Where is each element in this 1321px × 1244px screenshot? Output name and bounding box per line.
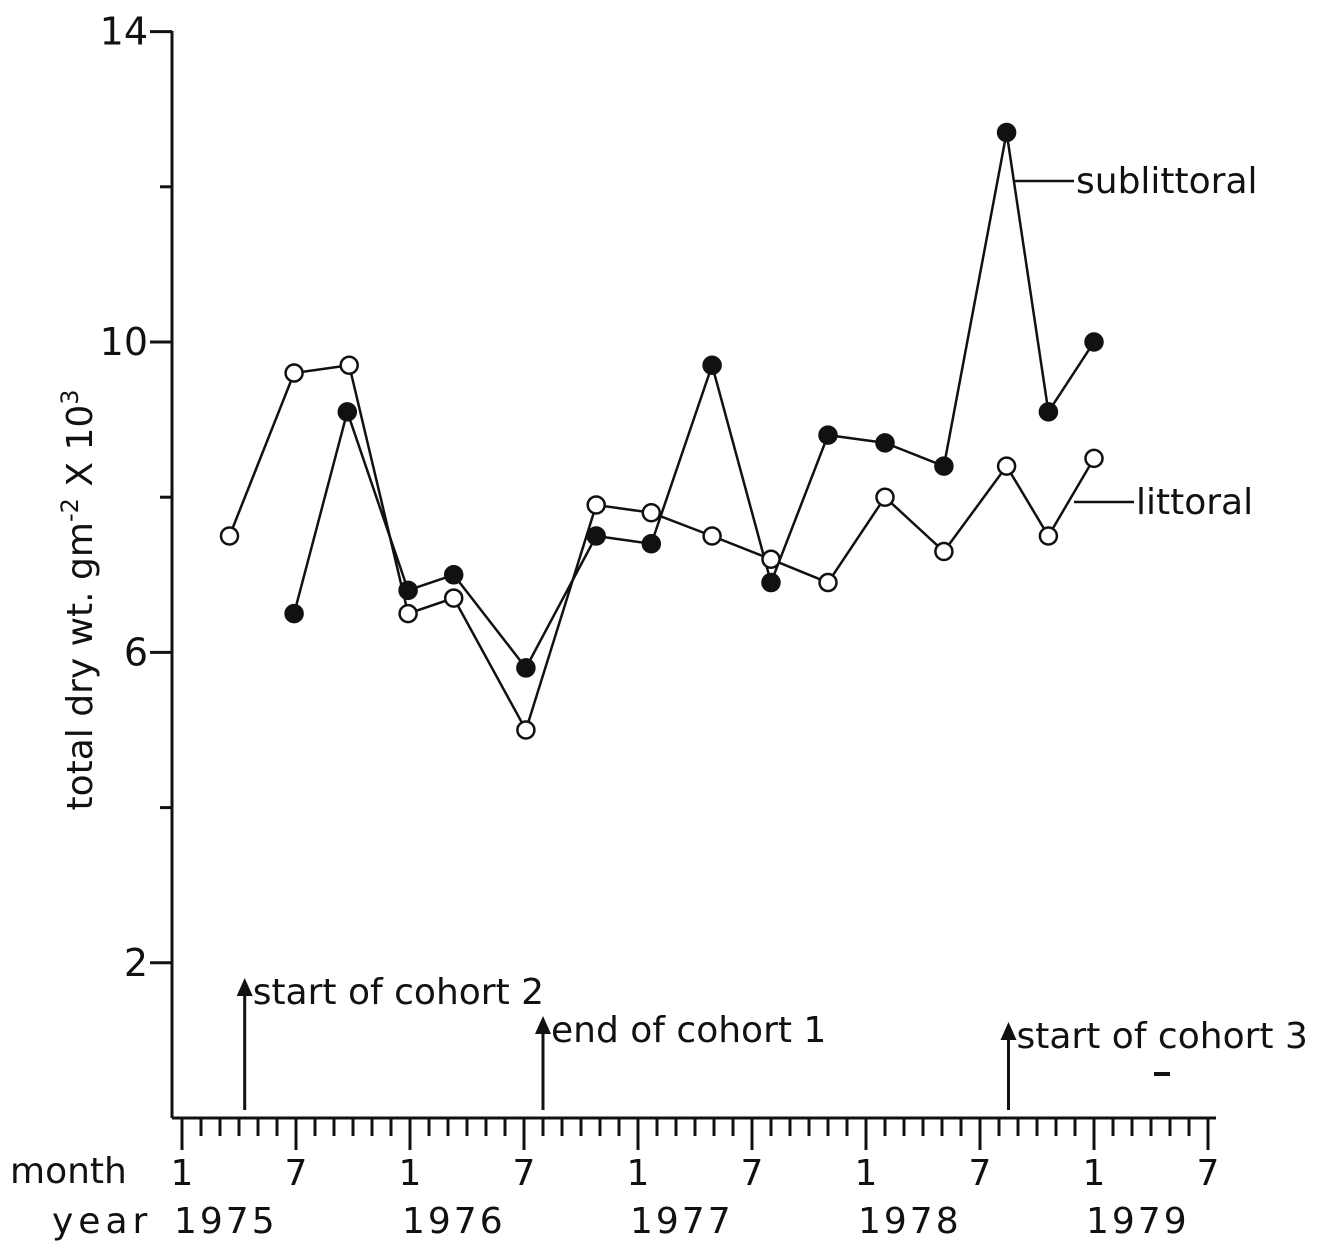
littoral-point [398, 603, 418, 624]
sublittoral-point [702, 355, 722, 376]
sublittoral-point [443, 565, 464, 585]
littoral-point [996, 456, 1017, 476]
littoral-point [339, 355, 359, 376]
sublittoral-label: sublittoral [1076, 161, 1258, 202]
annotation-arrow-head [1000, 1022, 1017, 1040]
y-ticks: 2 6 10 14 [100, 10, 172, 985]
annotation-label: end of cohort 1 [551, 1010, 826, 1051]
month-tick-label: 7 [969, 1153, 992, 1194]
y-axis-label-exponent: -2 [56, 498, 84, 522]
year-tick-label: 1975 [174, 1201, 278, 1242]
annotation-label: start of cohort 2 [253, 972, 544, 1013]
y-axis-label-multiplier: X 10 [60, 405, 101, 498]
littoral-point [1084, 448, 1104, 469]
littoral-line [228, 363, 1096, 734]
month-tick-label: 1 [855, 1153, 878, 1194]
sublittoral-point [996, 122, 1017, 143]
littoral-point [875, 487, 895, 507]
month-row-label: month [10, 1151, 127, 1192]
month-tick-label: 1 [399, 1153, 422, 1194]
littoral-point [284, 363, 304, 383]
month-tick-label: 1 [627, 1153, 650, 1194]
month-tick-label: 7 [1197, 1153, 1220, 1194]
littoral-point [934, 541, 954, 562]
axes [170, 31, 1216, 1120]
y-axis-label-power: 3 [56, 389, 84, 404]
y-tick-label: 10 [100, 320, 148, 364]
littoral-point [761, 549, 781, 570]
month-tick-label: 7 [741, 1153, 764, 1194]
month-tick-label: 7 [513, 1153, 536, 1194]
littoral-point [818, 572, 838, 593]
littoral-point [443, 588, 464, 608]
annotation-arrow-head [535, 1016, 551, 1034]
sublittoral-point [284, 603, 304, 624]
y-tick-label: 2 [124, 941, 148, 985]
y-tick-label: 6 [124, 630, 148, 674]
year-row-label: year [52, 1201, 152, 1242]
series-points [219, 122, 1104, 740]
sublittoral-point [641, 534, 662, 554]
month-tick-label: 1 [1083, 1153, 1106, 1194]
y-tick-label: 14 [100, 10, 148, 54]
sublittoral-point [818, 425, 838, 445]
series-labels: sublittoral littoral [1014, 161, 1258, 523]
year-tick-label: 1978 [858, 1201, 962, 1242]
annotation-label: start of cohort 3 [1017, 1016, 1308, 1057]
sublittoral-point [761, 572, 781, 593]
littoral-label: littoral [1136, 482, 1253, 523]
year-tick-label: 1977 [630, 1201, 734, 1242]
sublittoral-point [516, 658, 536, 678]
sublittoral-point [934, 456, 954, 476]
annotation-arrow-head [236, 978, 253, 996]
y-axis-label: total dry wt. gm-2 X 103 [56, 389, 101, 810]
littoral-point [586, 495, 606, 515]
series-lines [228, 132, 1096, 734]
sublittoral-point [1084, 332, 1104, 352]
year-tick-label: 1979 [1086, 1201, 1190, 1242]
littoral-point [641, 502, 662, 523]
month-tick-label: 7 [285, 1153, 308, 1194]
y-axis-label-text: total dry wt. gm [60, 522, 101, 811]
sublittoral-point [875, 433, 895, 453]
littoral-point [219, 526, 240, 546]
sublittoral-point [398, 580, 418, 601]
year-tick-label: 1976 [402, 1201, 506, 1242]
littoral-point [702, 526, 722, 546]
sublittoral-point [1038, 402, 1059, 422]
littoral-point [516, 720, 536, 740]
month-tick-label: 1 [171, 1153, 194, 1194]
littoral-point [1038, 526, 1059, 546]
sublittoral-point [337, 402, 358, 422]
sublittoral-point [586, 526, 606, 546]
